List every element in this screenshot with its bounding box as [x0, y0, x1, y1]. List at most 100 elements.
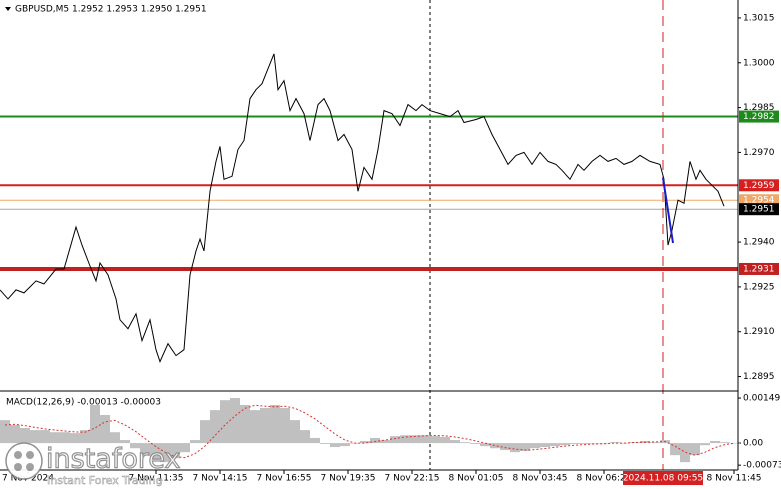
- x-tick-label: 8 Nov 11:45: [707, 474, 762, 484]
- macd-bar: [480, 443, 490, 447]
- macd-bar: [630, 442, 640, 444]
- macd-bar: [10, 424, 20, 444]
- watermark-tagline: Instant Forex Trading: [47, 474, 163, 487]
- symbol-menu-icon[interactable]: [5, 7, 11, 11]
- level-label: 1.2982: [743, 112, 775, 122]
- macd-bar: [90, 405, 100, 444]
- macd-bar: [670, 443, 680, 456]
- level-label-box: [739, 110, 779, 123]
- level-label-box: [739, 262, 779, 275]
- macd-bar: [290, 420, 300, 444]
- macd-bar: [30, 430, 40, 444]
- level-label: 1.2931: [743, 264, 775, 274]
- macd-bar: [140, 443, 150, 456]
- macd-bar: [360, 440, 370, 444]
- macd-bar: [700, 443, 710, 446]
- macd-bar: [550, 443, 560, 447]
- macd-bar: [510, 443, 520, 453]
- macd-bar: [330, 443, 340, 448]
- macd-bar: [400, 435, 410, 444]
- macd-bar: [430, 436, 440, 444]
- y-tick-label: -0.00073: [743, 461, 781, 471]
- macd-bar: [610, 442, 620, 444]
- signal-line: [4, 404, 736, 459]
- macd-bar: [320, 443, 330, 444]
- cursor-label: 2024.11.08 09:55: [623, 474, 703, 484]
- macd-bar: [680, 443, 690, 463]
- macd-bar: [220, 400, 230, 444]
- level-label: 1.2954: [743, 196, 775, 206]
- watermark-logo: [5, 442, 43, 480]
- x-tick-label: 7 Nov 14:15: [193, 474, 248, 484]
- macd-bar: [450, 440, 460, 444]
- macd-bar: [500, 443, 510, 451]
- macd-bar: [0, 420, 10, 444]
- level-label-box: [739, 179, 779, 192]
- macd-bar: [710, 440, 720, 444]
- macd-bar: [340, 443, 350, 447]
- y-tick-label: 1.2970: [743, 148, 775, 158]
- macd-bar: [720, 442, 730, 444]
- macd-bar: [410, 435, 420, 444]
- macd-bar: [540, 443, 550, 448]
- y-tick-label: 1.2985: [743, 103, 775, 113]
- x-tick-label: 7 Nov 11:35: [129, 474, 184, 484]
- macd-bar: [300, 430, 310, 444]
- y-tick-label: 1.2940: [743, 238, 775, 248]
- macd-bar: [230, 398, 240, 444]
- macd-bar: [570, 443, 580, 444]
- macd-bar: [150, 443, 160, 461]
- macd-bar: [80, 430, 90, 444]
- macd-bar: [240, 405, 250, 444]
- macd-bar: [280, 408, 290, 444]
- macd-bar: [270, 405, 280, 444]
- y-tick-label: 1.2895: [743, 372, 775, 382]
- level-label-box: [739, 203, 779, 216]
- macd-bar: [490, 443, 500, 449]
- macd-title: MACD(12,26,9) -0.00013 -0.00003: [6, 398, 161, 408]
- macd-bar: [260, 408, 270, 444]
- macd-bar: [370, 437, 380, 444]
- macd-bar: [690, 443, 700, 456]
- macd-bar: [100, 414, 110, 444]
- price-line: [0, 53, 725, 363]
- y-tick-label: 1.3000: [743, 58, 775, 68]
- macd-bar: [200, 420, 210, 444]
- macd-bar: [110, 432, 120, 444]
- macd-bar: [520, 443, 530, 451]
- macd-bar: [50, 432, 60, 444]
- x-tick-label: 8 Nov 03:45: [513, 474, 568, 484]
- x-tick-label: 7 Nov 22:15: [385, 474, 440, 484]
- y-tick-label: 1.2910: [743, 327, 775, 337]
- macd-bar: [210, 410, 220, 444]
- x-tick-label: 7 Nov 16:55: [257, 474, 312, 484]
- x-tick-label: 7 Nov 19:35: [321, 474, 376, 484]
- macd-bar: [20, 427, 30, 444]
- watermark-logo-dot: [26, 463, 34, 471]
- macd-bar: [380, 440, 390, 444]
- macd-bar: [420, 435, 430, 444]
- macd-bar: [560, 443, 570, 446]
- watermark-logo-dot: [14, 451, 22, 459]
- macd-bar: [470, 443, 480, 444]
- macd-panel: 0.00149 0.00 -0.00073: [0, 394, 781, 471]
- level-label: 1.2959: [743, 181, 775, 191]
- macd-bar: [250, 410, 260, 444]
- macd-bar: [190, 440, 200, 444]
- macd-bar: [390, 436, 400, 444]
- macd-bar: [530, 443, 540, 449]
- x-tick-label: 8 Nov 01:05: [449, 474, 504, 484]
- macd-bar: [180, 443, 190, 453]
- macd-bar: [70, 433, 80, 444]
- level-label: 1.2951: [743, 205, 775, 215]
- macd-bar: [60, 432, 70, 444]
- macd-bar: [170, 443, 180, 459]
- macd-bar: [40, 430, 50, 444]
- chart-title: GBPUSD,M5 1.2952 1.2953 1.2950 1.2951: [15, 5, 207, 15]
- watermark-logo-dot: [14, 463, 22, 471]
- macd-bar: [130, 443, 140, 449]
- y-tick-label: 0.00149: [743, 394, 780, 404]
- macd-bar: [310, 437, 320, 444]
